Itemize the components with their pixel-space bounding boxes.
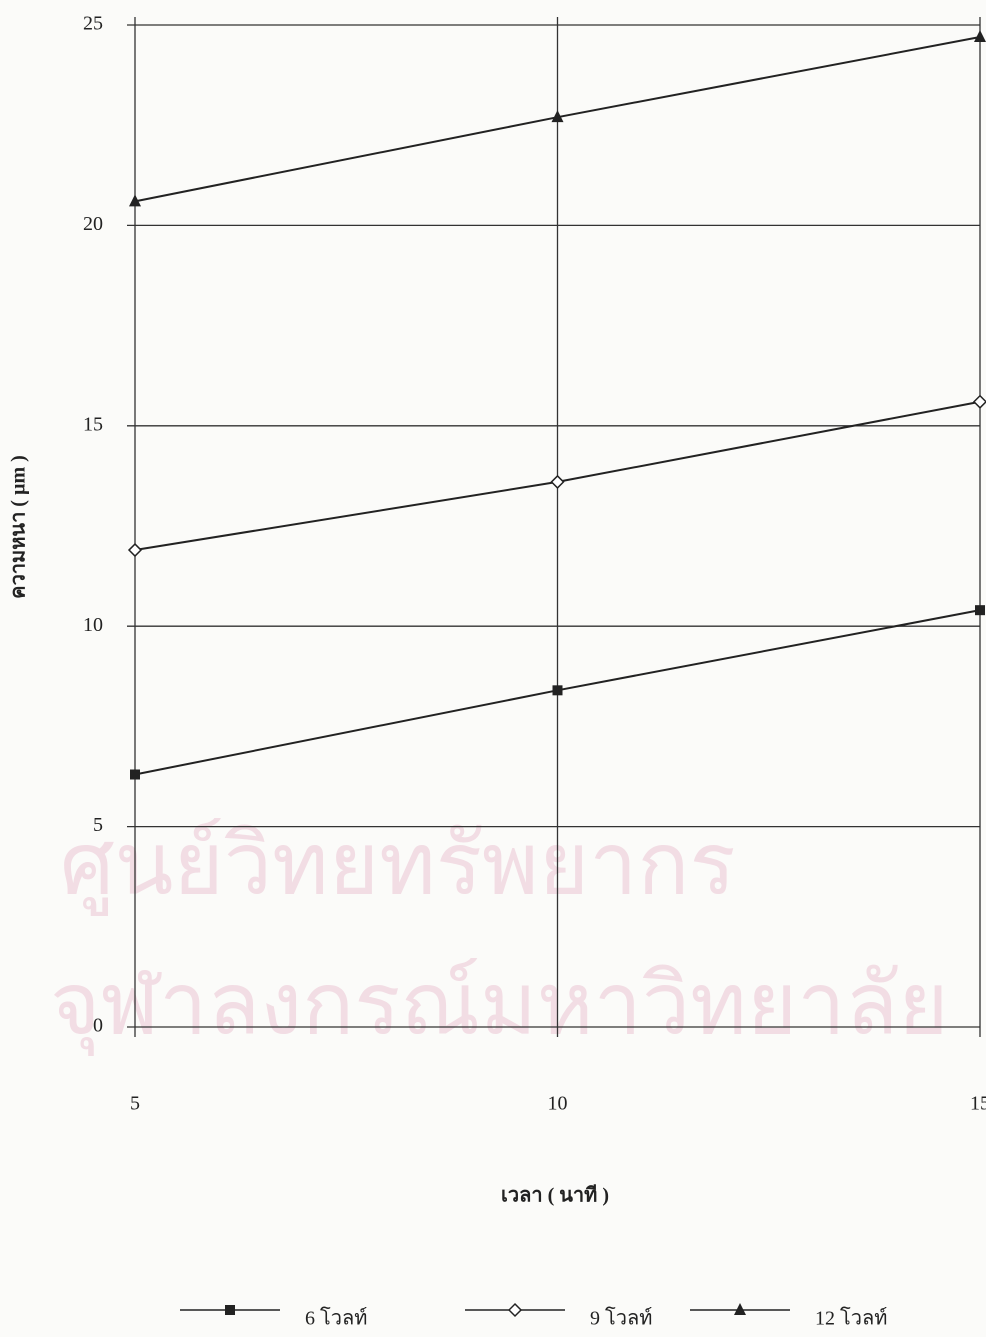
watermark: จุฬาลงกรณ์มหาวิทยาลัย: [50, 954, 949, 1056]
legend-label: 9 โวลท์: [590, 1307, 652, 1330]
y-tick-label: 10: [83, 614, 103, 636]
data-point: [552, 476, 564, 488]
legend-marker: [734, 1303, 746, 1315]
y-tick-label: 25: [83, 13, 103, 35]
x-axis-label: เวลา ( นาที ): [501, 1184, 609, 1207]
y-tick-label: 15: [83, 413, 103, 435]
data-point: [975, 605, 985, 615]
y-tick-label: 5: [93, 814, 103, 836]
y-tick-label: 0: [93, 1015, 103, 1037]
x-tick-label: 10: [548, 1093, 568, 1115]
data-point: [974, 396, 986, 408]
chart: ศูนย์วิทยทรัพยากร จุฬาลงกรณ์มหาวิทยาลัย …: [0, 0, 986, 1337]
legend-marker: [225, 1305, 235, 1315]
watermark: ศูนย์วิทยทรัพยากร: [60, 814, 736, 916]
data-point: [130, 769, 140, 779]
data-point: [974, 30, 986, 42]
y-tick-label: 20: [83, 213, 103, 235]
legend-label: 12 โวลท์: [815, 1307, 887, 1330]
legend-label: 6 โวลท์: [305, 1307, 367, 1330]
data-point: [553, 685, 563, 695]
y-axis-label: ความหนา ( µm ): [8, 455, 30, 599]
x-tick-label: 15: [970, 1093, 986, 1115]
x-tick-label: 5: [130, 1093, 140, 1115]
legend-marker: [509, 1304, 521, 1316]
data-point: [129, 544, 141, 556]
